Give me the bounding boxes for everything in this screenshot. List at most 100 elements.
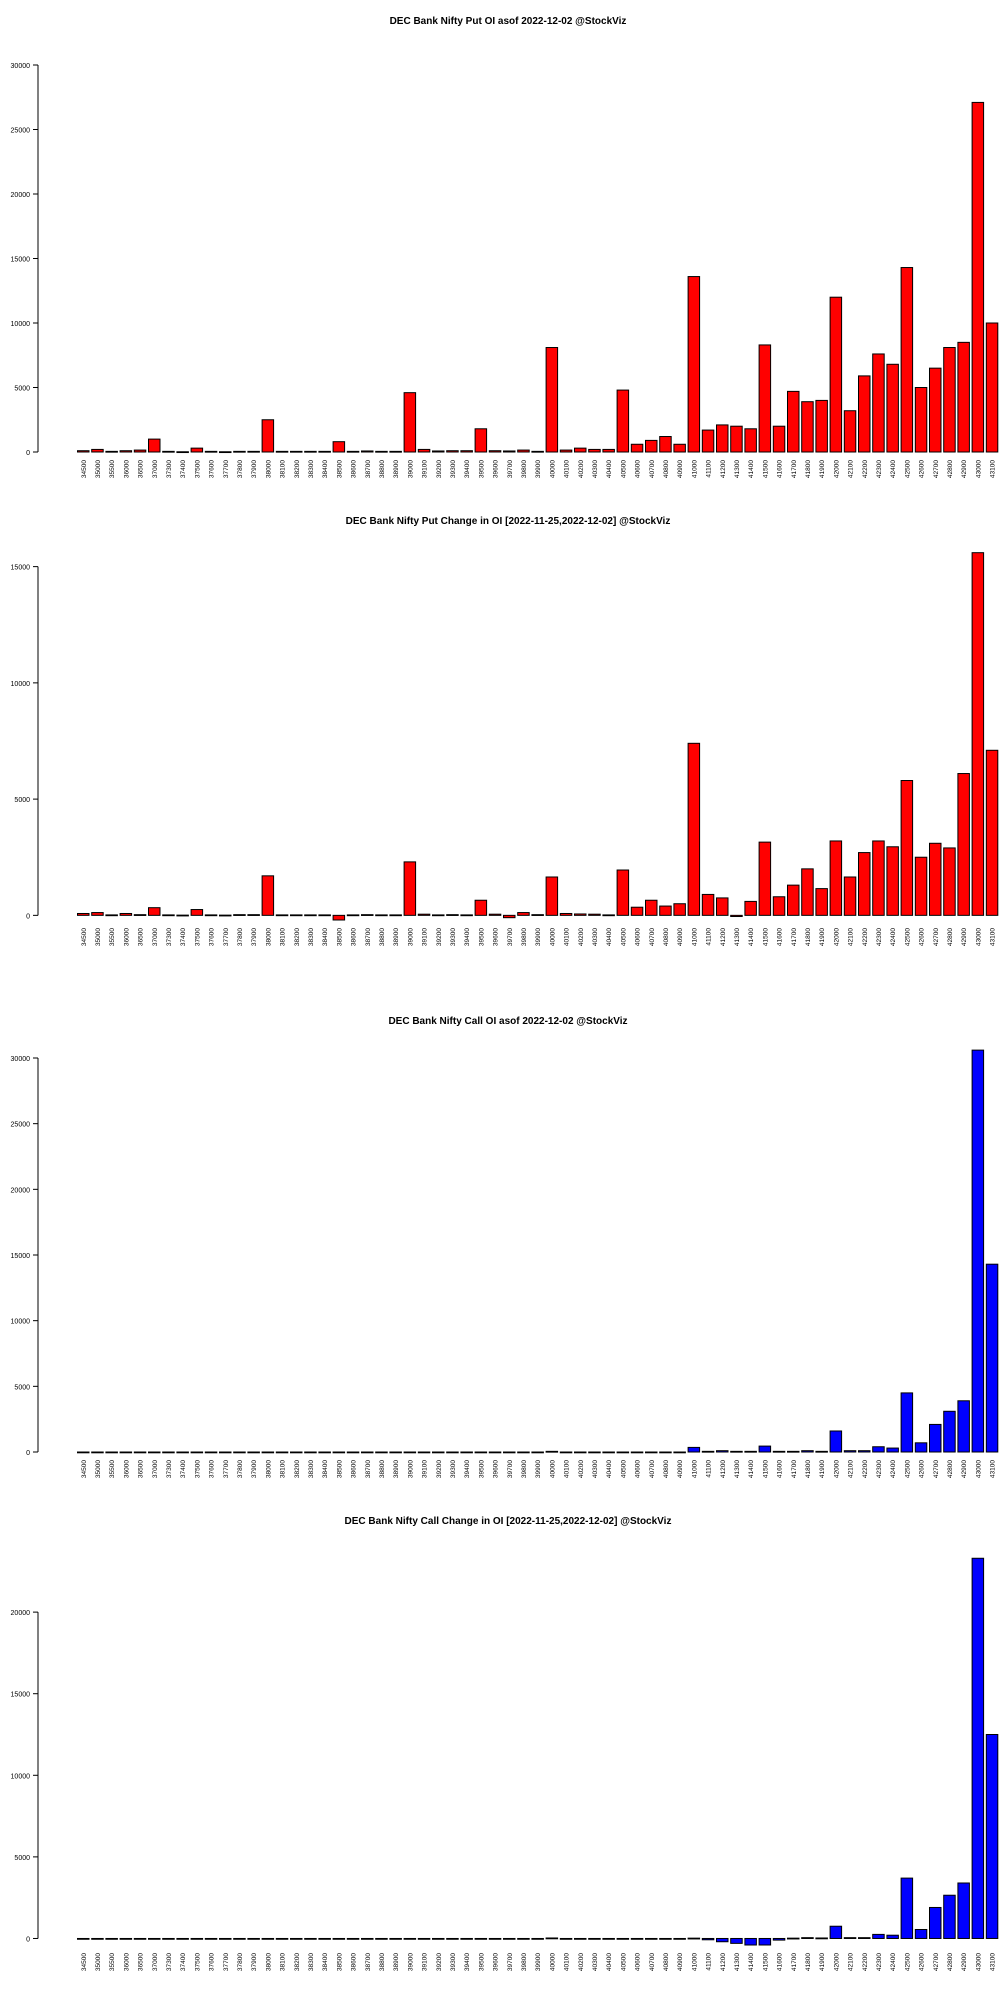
x-tick-label: 41000 [691,1953,698,1971]
bar [588,448,601,453]
bar [574,1451,587,1454]
bar [957,341,970,453]
bar [872,1933,885,1939]
x-tick-label: 38700 [365,460,372,478]
bar [843,410,857,453]
bar [772,896,786,916]
x-tick-label: 42100 [848,1460,855,1478]
bar [971,552,985,916]
x-tick-label: 37500 [194,1460,201,1478]
bar [119,1937,133,1940]
bar [574,1937,587,1940]
x-tick-label: 40800 [663,460,670,478]
bar [233,914,246,916]
x-tick-label: 43000 [975,1460,982,1478]
bar [772,425,786,453]
y-tick-label: 30000 [11,63,31,70]
y-tick-label: 15000 [11,1692,31,1699]
x-tick-label: 37800 [237,1460,244,1478]
bar [148,1937,161,1940]
bar [105,1451,118,1454]
x-tick-label: 41700 [791,460,798,478]
bar [219,451,232,454]
bar [801,868,814,916]
y-tick-label: 25000 [11,128,31,135]
x-tick-label: 40600 [635,1953,642,1971]
x-tick-label: 39100 [422,928,429,946]
x-tick-label: 40500 [620,928,627,946]
bar [616,1451,630,1454]
x-tick-label: 41300 [734,460,741,478]
y-tick-label: 10000 [11,1773,31,1780]
x-tick-label: 39500 [478,460,485,478]
x-tick-label: 39500 [478,1460,485,1478]
x-tick-label: 35000 [95,1460,102,1478]
bar [460,1937,473,1940]
x-tick-label: 39800 [521,1953,528,1971]
y-tick-label: 20000 [11,1610,31,1617]
x-tick-label: 39700 [507,928,514,946]
x-tick-label: 38300 [308,460,315,478]
bar [758,841,772,916]
x-tick-label: 39900 [535,1953,542,1971]
x-tick-label: 41600 [777,1953,784,1971]
x-tick-label: 38000 [265,460,272,478]
bar [105,1937,118,1940]
x-tick-label: 40700 [649,460,656,478]
bar [460,1451,473,1454]
bar [602,1451,615,1454]
bar [787,1937,800,1940]
bar [829,296,843,453]
x-tick-label: 36500 [138,460,145,478]
x-tick-label: 41300 [734,1460,741,1478]
x-tick-label: 42800 [947,460,954,478]
x-tick-label: 43100 [990,1953,997,1971]
bar [971,101,985,453]
x-tick-label: 40500 [620,1953,627,1971]
x-tick-label: 39400 [464,460,471,478]
x-tick-label: 35000 [95,928,102,946]
x-tick-label: 40700 [649,1953,656,1971]
bar [545,1450,559,1453]
x-tick-label: 40900 [677,928,684,946]
y-tick-label: 5000 [14,1384,30,1391]
x-tick-label: 39000 [407,928,414,946]
bar [829,1925,843,1939]
x-tick-label: 41400 [748,1953,755,1971]
x-tick-label: 38500 [336,928,343,946]
bar [701,1937,715,1941]
x-tick-label: 41700 [791,1460,798,1478]
bar [261,1451,275,1454]
x-tick-label: 41000 [691,460,698,478]
x-tick-label: 40500 [620,1460,627,1478]
bar [815,399,828,453]
bar [446,1937,459,1940]
bar [190,909,204,916]
x-tick-label: 35500 [109,460,116,478]
bar [659,436,672,453]
x-tick-label: 41900 [819,928,826,946]
x-tick-label: 39600 [493,1460,500,1478]
bar [517,1937,530,1940]
bar [872,840,885,916]
bar [517,912,530,916]
bar [176,1451,189,1454]
x-tick-label: 43000 [975,928,982,946]
x-tick-label: 41100 [706,928,713,946]
bar [985,1733,999,1939]
bar [403,1451,417,1454]
x-tick-label: 41600 [777,928,784,946]
x-tick-label: 40000 [549,460,556,478]
x-tick-label: 37600 [209,1460,216,1478]
x-tick-label: 39000 [407,1953,414,1971]
x-tick-label: 38100 [280,928,287,946]
bar [900,1392,914,1453]
x-tick-label: 42000 [833,1953,840,1971]
bar [261,875,275,916]
x-tick-label: 42500 [904,1953,911,1971]
x-tick-label: 37700 [223,1460,230,1478]
bar [602,914,615,917]
chart-title: DEC Bank Nifty Call OI asof 2022-12-02 @… [388,1016,627,1027]
bar [943,1894,956,1939]
bar [432,450,445,453]
